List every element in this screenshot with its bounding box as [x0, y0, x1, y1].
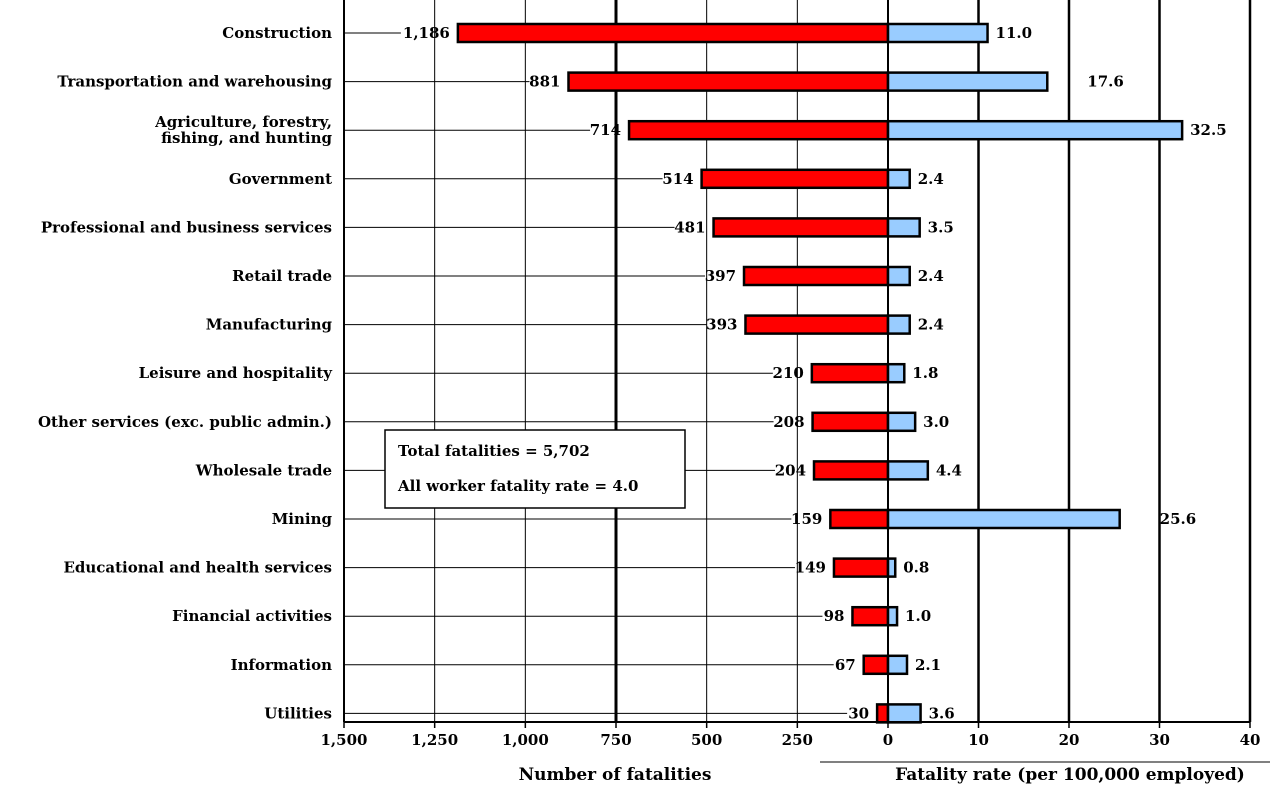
rate-bar-educational-and-health-services — [886, 557, 897, 578]
tick-label-fatalities-500: 500 — [691, 731, 722, 749]
fatalities-value-agriculture-forestry-fishing-and-hunting: 714 — [590, 121, 621, 139]
tick-label-fatalities-750: 750 — [600, 731, 631, 749]
category-label-government: Government — [229, 170, 332, 188]
rate-value-retail-trade: 2.4 — [918, 267, 944, 285]
rate-value-agriculture-forestry-fishing-and-hunting: 32.5 — [1190, 121, 1227, 139]
rate-bar-other-services-exc-public-admin — [886, 411, 917, 433]
rate-bar-retail-trade — [886, 265, 911, 287]
rate-bar-professional-and-business-services — [886, 217, 921, 238]
rate-bar-manufacturing — [886, 314, 911, 335]
fatalities-bar-information — [862, 654, 890, 676]
rate-value-leisure-and-hospitality: 1.8 — [912, 364, 938, 382]
category-label-utilities: Utilities — [264, 704, 332, 722]
rate-value-other-services-exc-public-admin: 3.0 — [923, 413, 949, 431]
right-x-axis-title: Fatality rate (per 100,000 employed) — [895, 765, 1245, 785]
fatalities-value-utilities: 30 — [848, 704, 869, 722]
category-label-educational-and-health-services: Educational and health services — [63, 559, 332, 577]
tick-label-fatalities-1000: 1,000 — [502, 731, 549, 749]
rate-bar-financial-activities — [886, 605, 899, 627]
category-label-retail-trade: Retail trade — [232, 267, 332, 285]
fatalities-bar-wholesale-trade — [812, 460, 890, 481]
fatalities-value-professional-and-business-services: 481 — [674, 218, 705, 236]
rate-value-manufacturing: 2.4 — [918, 316, 944, 334]
rate-value-construction: 11.0 — [996, 24, 1033, 42]
fatalities-bar-construction — [456, 22, 890, 44]
fatalities-value-educational-and-health-services: 149 — [795, 559, 826, 577]
tick-label-fatalities-0: 0 — [883, 731, 893, 749]
category-label-financial-activities: Financial activities — [172, 607, 332, 625]
bars — [456, 22, 1184, 724]
fatalities-bar-mining — [829, 508, 890, 530]
tick-label-fatalities-1500: 1,500 — [321, 731, 368, 749]
rate-value-wholesale-trade: 4.4 — [936, 461, 962, 479]
rate-value-financial-activities: 1.0 — [905, 607, 931, 625]
fatalities-bar-utilities — [875, 703, 890, 724]
rate-value-mining: 25.6 — [1160, 510, 1197, 528]
fatalities-bar-professional-and-business-services — [712, 217, 890, 238]
fatalities-value-financial-activities: 98 — [824, 607, 845, 625]
tick-label-fatalities-250: 250 — [782, 731, 813, 749]
category-label-professional-and-business-services: Professional and business services — [41, 218, 332, 236]
rate-bar-information — [886, 654, 909, 676]
rate-bar-agriculture-forestry-fishing-and-hunting — [886, 119, 1184, 141]
fatalities-value-mining: 159 — [791, 510, 822, 528]
rate-bar-transportation-and-warehousing — [886, 71, 1049, 92]
rate-bar-leisure-and-hospitality — [886, 362, 906, 384]
fatalities-value-information: 67 — [835, 656, 856, 674]
fatalities-value-retail-trade: 397 — [705, 267, 736, 285]
category-label-construction: Construction — [222, 24, 332, 42]
category-label-mining: Mining — [272, 510, 333, 528]
left-x-axis-title: Number of fatalities — [519, 765, 712, 785]
tick-label-rate-40: 40 — [1240, 731, 1261, 749]
category-label-wholesale-trade: Wholesale trade — [195, 461, 332, 479]
fatalities-bar-educational-and-health-services — [832, 557, 890, 578]
fatalities-value-other-services-exc-public-admin: 208 — [773, 413, 804, 431]
rate-bar-government — [886, 168, 911, 190]
rate-bar-mining — [886, 508, 1121, 530]
fatalities-bar-manufacturing — [744, 314, 890, 335]
fatalities-bar-other-services-exc-public-admin — [811, 411, 890, 433]
fatality-rate-note: All worker fatality rate = 4.0 — [397, 477, 638, 495]
fatalities-bar-leisure-and-hospitality — [810, 362, 890, 384]
rate-value-utilities: 3.6 — [929, 704, 955, 722]
category-label-manufacturing: Manufacturing — [206, 316, 333, 334]
rate-value-information: 2.1 — [915, 656, 941, 674]
fatalities-bar-transportation-and-warehousing — [567, 71, 890, 92]
labels: Construction 1,186 11.0 Transportation and … — [38, 24, 1227, 722]
rate-value-government: 2.4 — [918, 170, 944, 188]
rate-value-educational-and-health-services: 0.8 — [903, 559, 929, 577]
fatalities-value-government: 514 — [662, 170, 693, 188]
rate-bar-utilities — [886, 703, 922, 724]
tick-label-fatalities-1250: 1,250 — [411, 731, 458, 749]
fatalities-value-wholesale-trade: 204 — [775, 461, 806, 479]
fatalities-value-construction: 1,186 — [403, 24, 450, 42]
tick-label-rate-20: 20 — [1059, 731, 1080, 749]
rate-value-transportation-and-warehousing: 17.6 — [1087, 73, 1124, 91]
fatalities-bar-financial-activities — [851, 605, 890, 627]
fatalities-bar-retail-trade — [742, 265, 890, 287]
axes: 1,500 1,250 1,000 750 500 250 0 10 20 30 40 — [321, 0, 1270, 763]
rate-bar-construction — [886, 22, 989, 44]
tick-label-rate-10: 10 — [968, 731, 989, 749]
tick-label-rate-30: 30 — [1149, 731, 1170, 749]
category-label-agriculture-forestry-fishing-and-hunting: Agriculture, forestry, fishing, and hunti… — [154, 113, 332, 147]
fatalities-value-leisure-and-hospitality: 210 — [773, 364, 804, 382]
fatalities-bar-agriculture-forestry-fishing-and-hunting — [627, 119, 890, 141]
summary-annotation-box: Total fatalities = 5,702 All worker fata… — [384, 429, 686, 509]
total-fatalities-note: Total fatalities = 5,702 — [398, 442, 590, 460]
fatalities-value-manufacturing: 393 — [706, 316, 737, 334]
category-label-leisure-and-hospitality: Leisure and hospitality — [139, 364, 334, 382]
category-label-other-services-exc-public-admin: Other services (exc. public admin.) — [38, 413, 332, 431]
leader-lines — [344, 32, 848, 714]
rate-bar-wholesale-trade — [886, 460, 930, 481]
category-label-information: Information — [231, 656, 333, 674]
rate-value-professional-and-business-services: 3.5 — [928, 218, 954, 236]
fatalities-value-transportation-and-warehousing: 881 — [529, 73, 560, 91]
fatalities-bar-government — [700, 168, 890, 190]
category-label-transportation-and-warehousing: Transportation and warehousing — [57, 73, 332, 91]
